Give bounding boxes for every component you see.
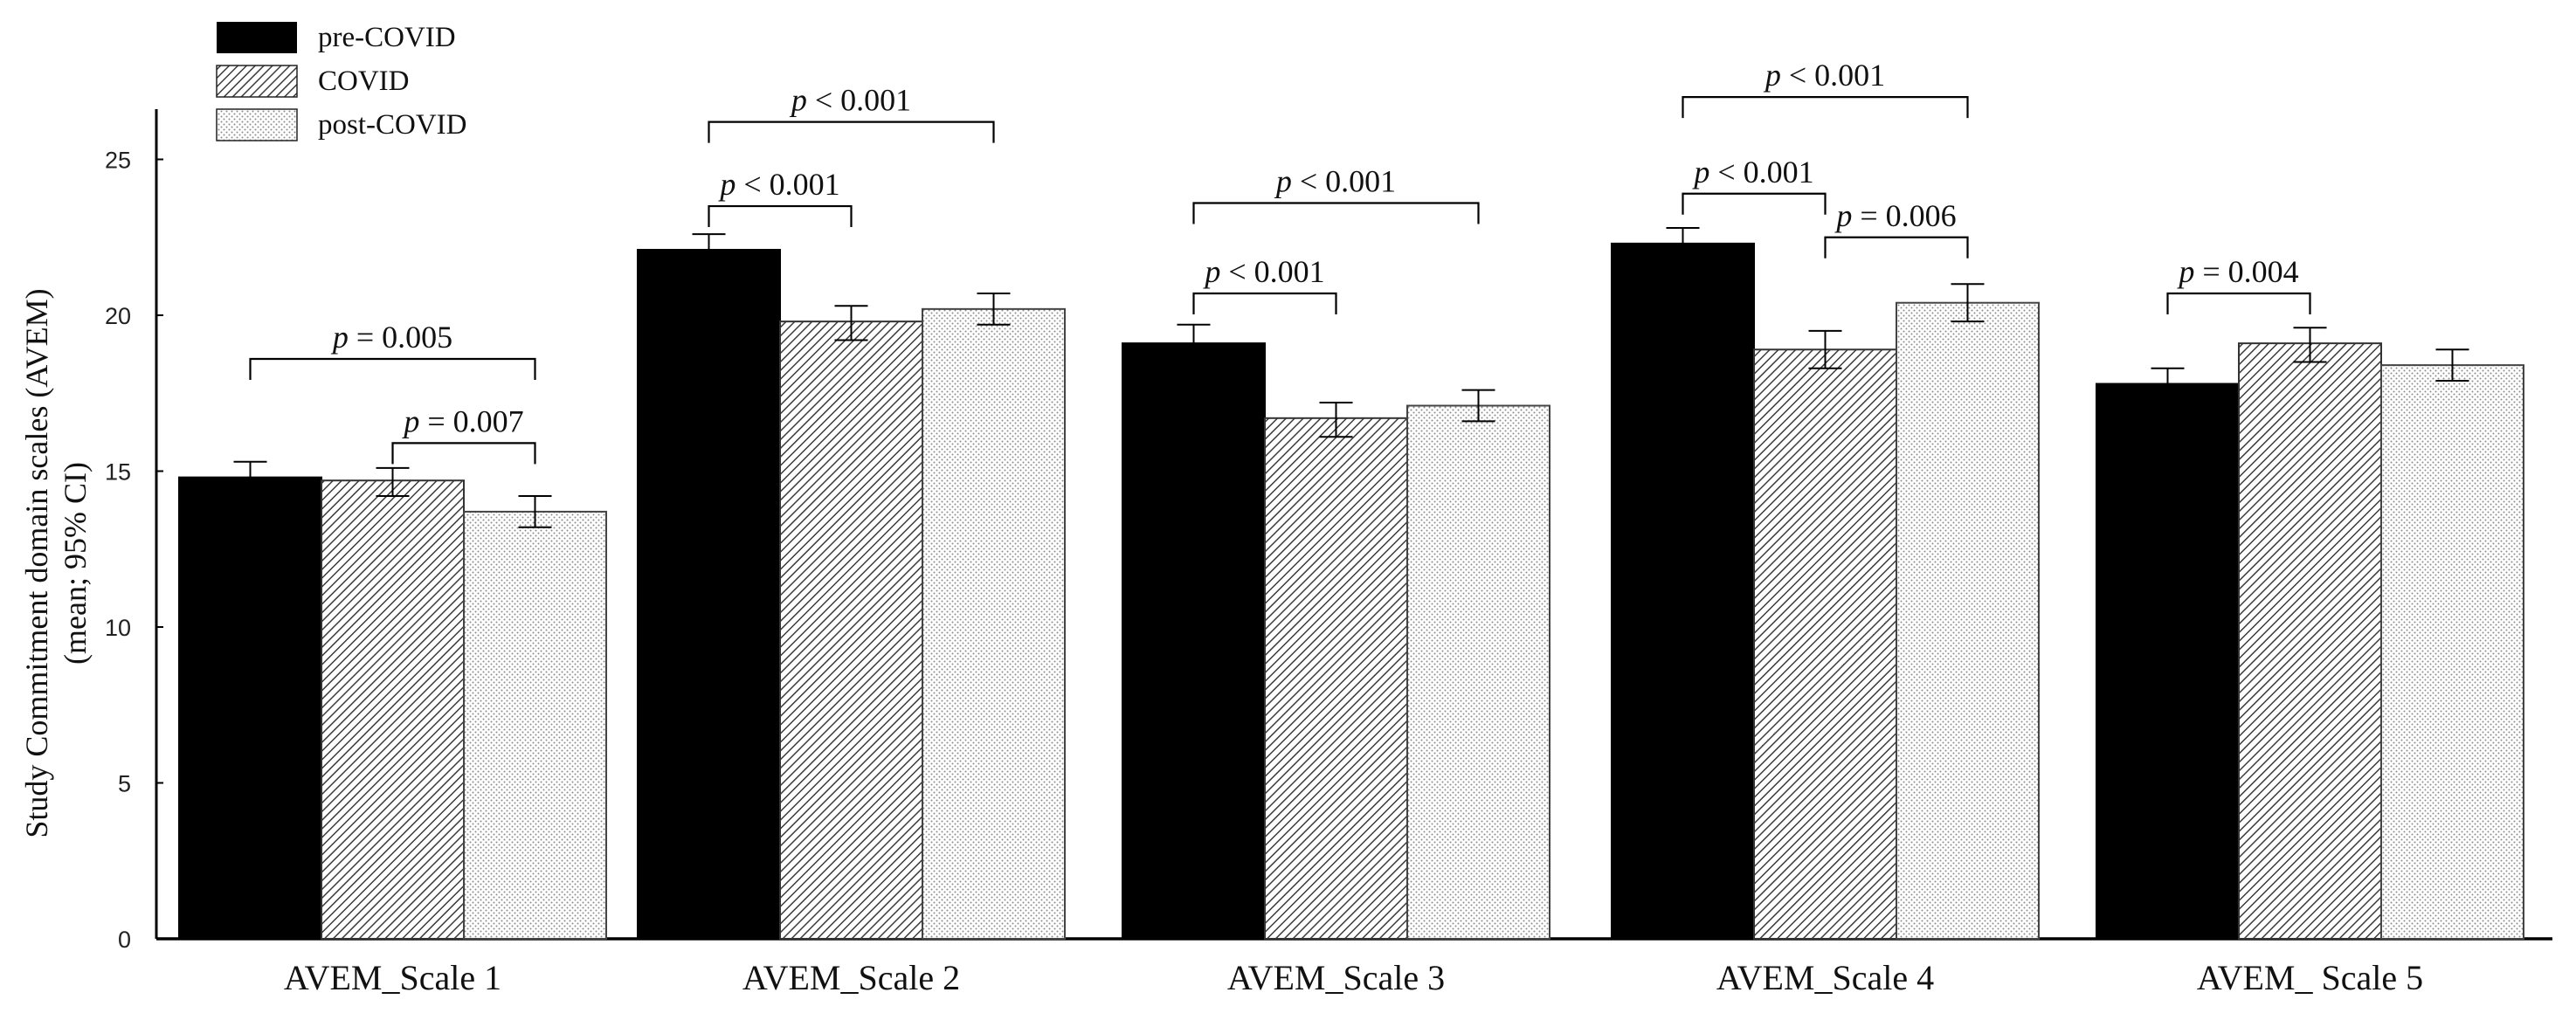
category-labels: AVEM_Scale 1 AVEM_Scale 2 AVEM_Scale 3 AVEM… — [284, 958, 2423, 997]
y-ticks: 0 5 10 15 20 25 — [105, 148, 163, 953]
p-value-label: p = 0.006 — [1834, 198, 1956, 233]
significance-bracket: p = 0.006 — [1824, 198, 1969, 258]
bracket-line — [391, 442, 536, 465]
bracket-line — [1824, 236, 1969, 258]
significance-bracket: p < 0.001 — [1682, 58, 1969, 119]
bar-pre-covid — [1122, 342, 1266, 940]
error-bar-post-covid — [518, 495, 552, 528]
bracket-line — [1682, 96, 1969, 119]
y-tick-label: 15 — [105, 459, 131, 486]
p-value-label: p = 0.007 — [401, 403, 523, 438]
bar-pre-covid — [2096, 382, 2240, 941]
category-label: AVEM_ Scale 5 — [2197, 958, 2423, 997]
legend-swatch-pre-covid — [217, 22, 297, 53]
significance-annotations: p = 0.005 p = 0.007 p < 0.001 p < 0.001 p < … — [249, 58, 2311, 465]
bracket-line — [1192, 202, 1480, 224]
bars — [178, 242, 2524, 941]
error-bar-covid — [1319, 401, 1353, 438]
significance-bracket: p = 0.004 — [2166, 254, 2311, 315]
p-value-label: p < 0.001 — [789, 83, 911, 118]
bracket-line — [1192, 292, 1337, 315]
error-bar-covid — [1808, 329, 1842, 369]
category-label: AVEM_Scale 4 — [1716, 958, 1934, 997]
bar-post-covid — [922, 307, 1066, 940]
category-label: AVEM_Scale 1 — [284, 958, 501, 997]
legend-label-covid: COVID — [318, 65, 410, 97]
p-value-label: p = 0.004 — [2176, 254, 2298, 289]
bar-covid — [1264, 417, 1408, 940]
error-bar-pre-covid — [1666, 227, 1700, 260]
y-tick-label: 20 — [105, 303, 131, 329]
bar-pre-covid — [637, 249, 781, 940]
category-label: AVEM_Scale 2 — [742, 958, 960, 997]
error-bar-covid — [2293, 327, 2327, 363]
bar-post-covid — [1896, 301, 2040, 941]
legend-swatch-post-covid — [216, 108, 298, 141]
bracket-line — [708, 204, 853, 228]
error-bar-covid — [834, 305, 868, 341]
bar-covid — [779, 320, 923, 940]
bracket-line — [1682, 192, 1827, 215]
category-label: AVEM_Scale 3 — [1227, 958, 1445, 997]
p-value-label: p < 0.001 — [1763, 58, 1885, 93]
bar-covid — [1753, 348, 1897, 940]
significance-bracket: p = 0.007 — [391, 403, 536, 465]
error-bar-pre-covid — [692, 233, 726, 266]
p-value-label: p < 0.001 — [1274, 163, 1396, 198]
significance-bracket: p < 0.001 — [1192, 163, 1480, 224]
p-value-label: p < 0.001 — [1691, 155, 1813, 190]
bar-pre-covid — [1611, 242, 1755, 940]
bar-post-covid — [2380, 364, 2524, 940]
significance-bracket: p < 0.001 — [1192, 254, 1337, 315]
error-bar-post-covid — [1461, 389, 1495, 423]
legend-label-pre-covid: pre-COVID — [318, 22, 456, 53]
legend-label-post-covid: post-COVID — [318, 109, 467, 141]
error-bar-pre-covid — [233, 460, 267, 494]
error-bar-post-covid — [977, 293, 1011, 326]
significance-bracket: p < 0.001 — [708, 83, 995, 143]
error-bars — [233, 227, 2469, 528]
legend: pre-COVID COVID post-COVID — [216, 22, 467, 141]
error-bar-covid — [376, 466, 410, 498]
bar-post-covid — [1406, 404, 1550, 940]
y-tick-label: 10 — [105, 615, 131, 641]
error-bar-pre-covid — [2151, 367, 2185, 401]
y-axis-label-line1: Study Commitment domain scales (AVEM) — [19, 288, 54, 837]
error-bar-post-covid — [1951, 283, 1985, 323]
y-tick-label: 5 — [118, 771, 131, 797]
y-tick-label: 25 — [105, 148, 131, 174]
bracket-line — [249, 357, 536, 380]
y-axis-label-line2: (mean; 95% CI) — [58, 462, 93, 665]
p-value-label: p < 0.001 — [1202, 254, 1324, 289]
bracket-line — [708, 121, 995, 143]
significance-bracket: p = 0.005 — [249, 320, 536, 380]
legend-swatch-covid — [216, 65, 298, 98]
significance-bracket: p < 0.001 — [1682, 155, 1827, 215]
significance-bracket: p < 0.001 — [708, 167, 853, 228]
p-value-label: p = 0.005 — [330, 320, 452, 355]
error-bar-pre-covid — [1177, 323, 1211, 360]
bar-post-covid — [463, 510, 607, 940]
error-bar-post-covid — [2435, 348, 2469, 382]
bar-covid — [321, 479, 465, 940]
bar-pre-covid — [178, 476, 322, 940]
bar-covid — [2238, 342, 2382, 940]
p-value-label: p < 0.001 — [717, 167, 839, 202]
bracket-line — [2166, 292, 2311, 315]
y-tick-label: 0 — [118, 927, 131, 953]
